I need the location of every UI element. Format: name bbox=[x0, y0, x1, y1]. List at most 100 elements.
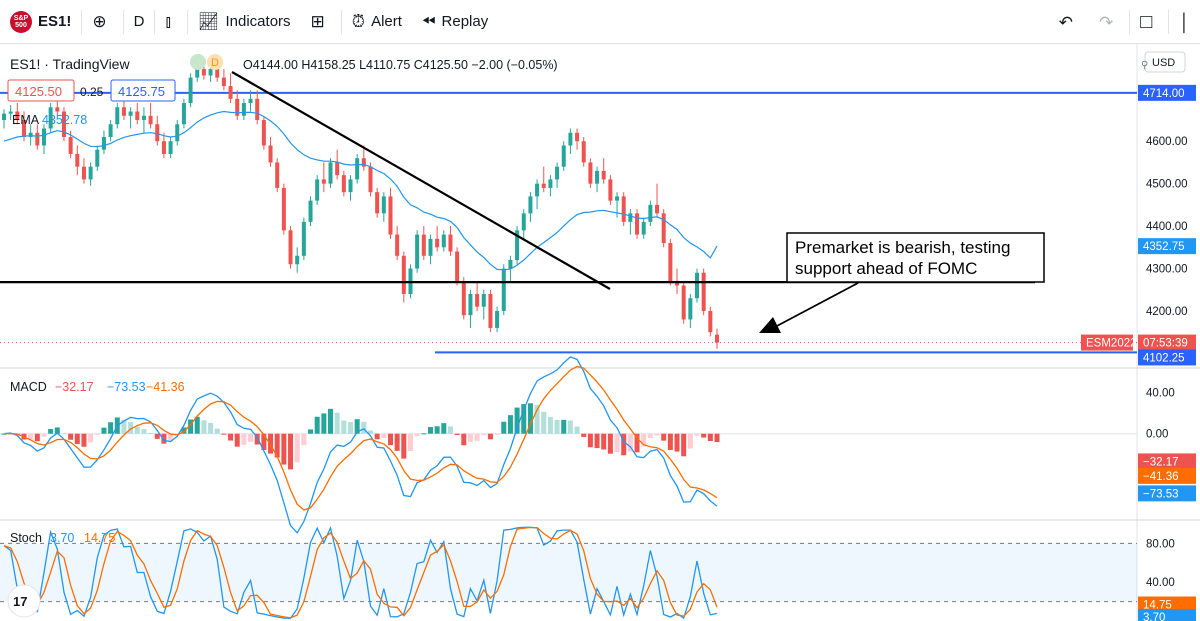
candle bbox=[341, 170, 346, 197]
candle bbox=[241, 98, 246, 121]
macd-hist-bar bbox=[134, 426, 140, 434]
macd-signal-line bbox=[3, 365, 718, 511]
candle-body bbox=[595, 170, 600, 184]
symbol-title[interactable]: ES1! · TradingView bbox=[10, 56, 130, 72]
candle-body bbox=[541, 183, 546, 188]
layout-button[interactable]: □ bbox=[1130, 0, 1168, 44]
candle-body bbox=[41, 128, 46, 146]
chart-canvas[interactable]: 4200.00 4300.00 4400.00 4500.00 4600.00 Prem… bbox=[0, 44, 1200, 621]
candle-body bbox=[568, 132, 573, 146]
templates-icon: ⊞ bbox=[310, 12, 325, 31]
macd-hist-bar bbox=[474, 433, 480, 441]
candle bbox=[348, 175, 353, 201]
candle bbox=[435, 226, 440, 252]
candle bbox=[148, 103, 153, 129]
ema-line bbox=[3, 110, 718, 271]
candle bbox=[368, 162, 373, 197]
candle bbox=[595, 166, 600, 193]
candle bbox=[268, 136, 273, 167]
candle bbox=[355, 153, 360, 184]
candle-body bbox=[315, 179, 320, 201]
stoch-d-tag-bg bbox=[1138, 596, 1196, 613]
templates-button[interactable]: ⊞ bbox=[301, 0, 341, 44]
compare-button[interactable]: ⊕ bbox=[82, 0, 122, 44]
alert-label: Alert bbox=[371, 13, 402, 30]
d-badge-circle bbox=[207, 54, 223, 70]
redo-button[interactable]: ↷ bbox=[1089, 0, 1129, 44]
ohlc-values: O4144.00 H4158.25 L4110.75 C4125.50 −2.0… bbox=[243, 58, 558, 72]
tradingview-logo[interactable]: 17 bbox=[7, 584, 41, 618]
macd-hist-bar bbox=[454, 433, 460, 436]
candle-body bbox=[555, 166, 560, 180]
bid-box[interactable] bbox=[7, 79, 75, 102]
ask-box[interactable] bbox=[110, 79, 176, 102]
macd-hist-bar bbox=[201, 420, 207, 434]
macd-signal-tag: −41.36 bbox=[1138, 467, 1196, 484]
toolbar-divider bbox=[81, 9, 83, 34]
macd-hist-bar bbox=[161, 433, 167, 444]
ema-price-tag-label: 4352.75 bbox=[1143, 241, 1185, 253]
macd-hist-bar bbox=[221, 433, 227, 435]
macd-hist-bar bbox=[547, 417, 553, 434]
candle bbox=[628, 209, 633, 235]
candle bbox=[135, 103, 140, 125]
indicators-button[interactable]: 📈︎ Indicators bbox=[188, 0, 301, 44]
macd-hist-bar bbox=[701, 433, 707, 438]
macd-line-tag-label: −73.53 bbox=[1143, 488, 1179, 500]
candle bbox=[715, 328, 719, 349]
candle bbox=[255, 90, 260, 125]
candle-body bbox=[428, 238, 433, 256]
stoch-legend-label[interactable]: Stoch bbox=[10, 531, 42, 545]
macd-hist-bar bbox=[168, 433, 174, 442]
symbol-button[interactable]: S&P 500 ES1! bbox=[0, 0, 81, 44]
candle bbox=[501, 264, 506, 316]
downtrend-line[interactable] bbox=[231, 71, 611, 290]
candle bbox=[548, 175, 553, 197]
candle-body bbox=[268, 145, 273, 163]
macd-hist-bar bbox=[554, 420, 560, 434]
macd-hist-bar bbox=[81, 433, 87, 447]
interval-button[interactable]: D bbox=[124, 0, 155, 44]
resistance-price-tag-bg bbox=[1138, 84, 1196, 101]
candle-body bbox=[155, 124, 160, 142]
candle bbox=[275, 158, 280, 193]
macd-legend-label[interactable]: MACD bbox=[10, 380, 47, 394]
annotation-arrow-head bbox=[759, 317, 781, 333]
candle bbox=[281, 183, 286, 235]
macd-hist-bar bbox=[328, 408, 334, 434]
candle-body bbox=[301, 221, 306, 256]
macd-hist-bar bbox=[521, 404, 527, 434]
candle bbox=[441, 230, 446, 252]
candle-body bbox=[675, 281, 680, 286]
annotation-callout[interactable]: Premarket is bearish, testing support ah… bbox=[759, 232, 1045, 333]
undo-button[interactable]: ↶ bbox=[1049, 0, 1089, 44]
macd-tick-label: 0.00 bbox=[1146, 429, 1168, 441]
candle-body bbox=[128, 111, 133, 116]
replay-button[interactable]: ⏪︎ Replay bbox=[412, 0, 498, 44]
candle-body bbox=[215, 69, 220, 78]
macd-hist-bar bbox=[208, 422, 214, 434]
alert-button[interactable]: ⏰︎ Alert bbox=[342, 0, 412, 44]
candle-body bbox=[368, 166, 373, 193]
macd-line bbox=[3, 356, 718, 534]
currency-selector[interactable]: USD ⚲ bbox=[1141, 51, 1186, 73]
currency-box bbox=[1144, 51, 1186, 73]
candle-body bbox=[435, 238, 440, 248]
macd-hist-bar bbox=[527, 403, 533, 434]
candles-group bbox=[2, 60, 719, 349]
more-button[interactable]: │ bbox=[1169, 0, 1200, 44]
candle-body bbox=[255, 98, 260, 121]
macd-hist-bar bbox=[447, 426, 453, 434]
candle-body bbox=[68, 136, 73, 154]
ema-legend-label[interactable]: EMA bbox=[12, 113, 40, 127]
macd-hist-bar bbox=[587, 433, 593, 448]
toolbar-divider bbox=[340, 9, 342, 34]
candle-body bbox=[228, 86, 233, 99]
macd-hist-bar bbox=[707, 433, 713, 442]
chart-type-button[interactable]: ⫾ bbox=[155, 0, 186, 44]
support-price-tag: 4102.25 bbox=[1138, 349, 1196, 366]
candle bbox=[395, 226, 400, 261]
candle bbox=[121, 98, 126, 121]
candle bbox=[415, 230, 420, 273]
candle bbox=[41, 124, 46, 154]
